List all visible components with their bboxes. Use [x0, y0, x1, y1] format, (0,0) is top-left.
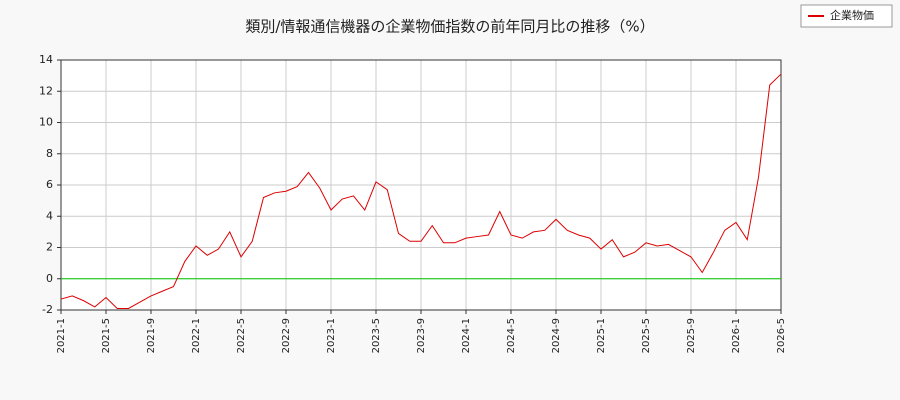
- legend-box: [800, 4, 893, 28]
- y-tick-label: 2: [46, 241, 53, 254]
- x-tick-label: 2025-9: [686, 318, 697, 353]
- y-tick-label: 4: [46, 209, 53, 222]
- x-tick-label: 2023-5: [371, 318, 382, 353]
- x-tick-label: 2023-1: [326, 318, 337, 353]
- y-tick-label: 14: [39, 53, 53, 66]
- y-tick-label: 0: [46, 272, 53, 285]
- legend-label: 企業物価: [830, 8, 874, 22]
- x-tick-label: 2025-1: [596, 318, 607, 353]
- x-tick-label: 2026-5: [776, 318, 787, 353]
- y-tick-label: 12: [39, 84, 53, 97]
- x-tick-label: 2021-1: [56, 318, 67, 353]
- x-tick-label: 2021-9: [146, 318, 157, 353]
- plot-border: [60, 59, 782, 311]
- x-tick-label: 2023-9: [416, 318, 427, 353]
- x-tick-label: 2026-1: [731, 318, 742, 353]
- y-tick-label: 10: [39, 116, 53, 129]
- x-tick-label: 2024-5: [506, 318, 517, 353]
- x-tick-label: 2021-5: [101, 318, 112, 353]
- x-tick-label: 2024-9: [551, 318, 562, 353]
- x-tick-label: 2022-9: [281, 318, 292, 353]
- x-tick-label: 2022-5: [236, 318, 247, 353]
- y-tick-label: -2: [42, 303, 53, 316]
- x-tick-label: 2022-1: [191, 318, 202, 353]
- x-tick-label: 2025-5: [641, 318, 652, 353]
- chart-title: 類別/情報通信機器の企業物価指数の前年同月比の推移（%）: [245, 18, 654, 36]
- line-series: [60, 73, 782, 309]
- x-tick-label: 2024-1: [461, 318, 472, 353]
- y-tick-label: 8: [46, 147, 53, 160]
- y-tick-label: 6: [46, 178, 53, 191]
